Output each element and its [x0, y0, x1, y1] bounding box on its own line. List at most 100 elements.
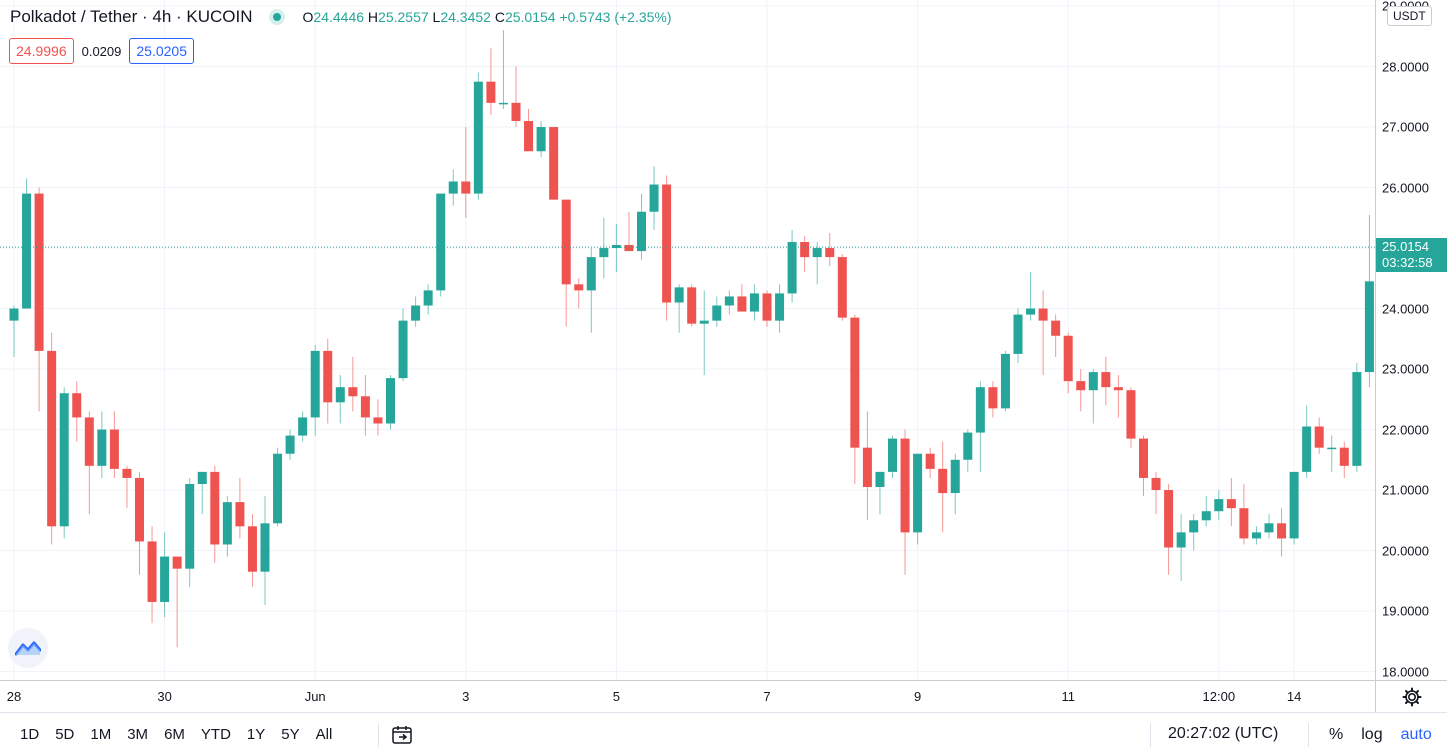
candle[interactable]	[1151, 471, 1161, 515]
candle[interactable]	[699, 290, 709, 376]
range-button-1d[interactable]: 1D	[20, 726, 40, 743]
candle[interactable]	[147, 526, 157, 624]
candle[interactable]	[712, 296, 722, 327]
candle[interactable]	[674, 284, 684, 333]
candle[interactable]	[1063, 332, 1073, 394]
candle[interactable]	[662, 175, 672, 321]
candle[interactable]	[498, 30, 508, 109]
candle[interactable]	[775, 284, 785, 333]
candle[interactable]	[1251, 526, 1261, 545]
candle[interactable]	[1026, 272, 1036, 321]
candle[interactable]	[536, 120, 546, 158]
range-button-6m[interactable]: 6M	[164, 726, 185, 743]
candle[interactable]	[210, 465, 220, 563]
candle[interactable]	[1364, 214, 1374, 388]
candle[interactable]	[1088, 369, 1098, 424]
candle[interactable]	[611, 223, 621, 273]
candle[interactable]	[749, 284, 759, 321]
candle[interactable]	[687, 284, 697, 327]
candle[interactable]	[1038, 290, 1048, 376]
candle[interactable]	[1013, 308, 1023, 363]
candle[interactable]	[963, 429, 973, 472]
candle[interactable]	[1139, 435, 1148, 497]
currency-button[interactable]: USDT	[1387, 6, 1432, 26]
candle[interactable]	[298, 411, 308, 442]
candle[interactable]	[1113, 375, 1123, 418]
chart-settings-button[interactable]	[1375, 680, 1447, 713]
candle[interactable]	[1101, 356, 1111, 406]
candle[interactable]	[925, 447, 935, 478]
candle[interactable]	[461, 127, 471, 218]
range-button-3m[interactable]: 3M	[127, 726, 149, 743]
candle[interactable]	[1189, 514, 1199, 551]
candle[interactable]	[599, 217, 609, 279]
range-button-5d[interactable]: 5D	[55, 726, 75, 743]
auto-scale-button[interactable]: auto	[1400, 725, 1432, 743]
candle[interactable]	[1214, 490, 1224, 521]
candle[interactable]	[1314, 417, 1324, 454]
candle[interactable]	[975, 381, 985, 472]
log-scale-button[interactable]: log	[1361, 725, 1383, 743]
candle[interactable]	[649, 166, 659, 230]
candle[interactable]	[574, 278, 584, 309]
candle[interactable]	[160, 532, 170, 618]
candle[interactable]	[47, 332, 57, 545]
candle[interactable]	[1201, 496, 1211, 527]
candle[interactable]	[1264, 514, 1274, 539]
candle[interactable]	[22, 178, 32, 309]
candle[interactable]	[988, 381, 998, 418]
candle[interactable]	[260, 496, 270, 605]
candle[interactable]	[323, 338, 333, 424]
candle[interactable]	[235, 477, 245, 539]
candle[interactable]	[486, 48, 496, 115]
candle[interactable]	[900, 429, 910, 575]
candle[interactable]	[1352, 362, 1362, 472]
range-button-all[interactable]: All	[315, 726, 333, 743]
range-button-1y[interactable]: 1Y	[246, 726, 266, 743]
candle[interactable]	[1126, 387, 1136, 448]
candle[interactable]	[787, 229, 797, 303]
candle[interactable]	[273, 447, 283, 527]
candle[interactable]	[436, 193, 446, 297]
candle[interactable]	[1000, 350, 1010, 412]
candle[interactable]	[888, 435, 897, 478]
candle[interactable]	[913, 453, 923, 545]
candle[interactable]	[624, 211, 634, 252]
range-button-1m[interactable]: 1M	[90, 726, 112, 743]
candle[interactable]	[511, 66, 521, 128]
candle[interactable]	[122, 465, 132, 509]
candle[interactable]	[1164, 483, 1174, 575]
candle[interactable]	[197, 471, 207, 515]
candle[interactable]	[837, 254, 847, 321]
time-axis[interactable]: 28 30 Jun 3 5 7 9 11 12:00 14	[0, 680, 1375, 713]
candle[interactable]	[348, 356, 358, 412]
candle[interactable]	[800, 235, 810, 273]
candle[interactable]	[875, 471, 885, 515]
candle[interactable]	[109, 411, 119, 478]
candle[interactable]	[549, 127, 559, 200]
candle[interactable]	[1277, 508, 1287, 557]
candle[interactable]	[1051, 314, 1061, 357]
candle[interactable]	[586, 248, 596, 333]
candle[interactable]	[310, 344, 320, 436]
candle[interactable]	[1176, 514, 1186, 581]
calendar-goto-icon[interactable]	[390, 723, 414, 747]
candle[interactable]	[1226, 477, 1236, 527]
candle[interactable]	[72, 381, 82, 442]
candle[interactable]	[938, 441, 948, 533]
candle[interactable]	[1339, 441, 1349, 478]
candle[interactable]	[1289, 471, 1299, 545]
candle[interactable]	[222, 496, 232, 557]
candle[interactable]	[423, 284, 433, 315]
candle[interactable]	[762, 290, 772, 327]
candle[interactable]	[737, 284, 747, 312]
candle[interactable]	[285, 429, 295, 460]
range-button-5y[interactable]: 5Y	[281, 726, 300, 743]
candle[interactable]	[561, 199, 571, 327]
candle[interactable]	[335, 375, 345, 424]
candle[interactable]	[9, 305, 19, 357]
percent-scale-button[interactable]: %	[1329, 725, 1344, 743]
candle[interactable]	[84, 411, 94, 515]
candle[interactable]	[1239, 483, 1249, 545]
candle[interactable]	[950, 453, 960, 515]
